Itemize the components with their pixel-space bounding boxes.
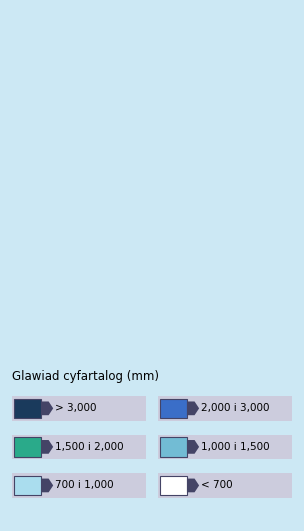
Bar	[14, 399, 41, 418]
FancyBboxPatch shape	[158, 473, 292, 498]
Polygon shape	[187, 440, 199, 454]
Text: 1,500 i 2,000: 1,500 i 2,000	[55, 442, 123, 452]
Bar	[14, 437, 41, 457]
Text: 2,000 i 3,000: 2,000 i 3,000	[201, 404, 269, 413]
Polygon shape	[41, 401, 53, 415]
FancyBboxPatch shape	[12, 473, 146, 498]
Bar	[14, 476, 41, 495]
Polygon shape	[187, 478, 199, 492]
Bar	[160, 399, 187, 418]
Bar	[160, 437, 187, 457]
FancyBboxPatch shape	[158, 396, 292, 421]
FancyBboxPatch shape	[12, 434, 146, 459]
Text: 1,000 i 1,500: 1,000 i 1,500	[201, 442, 269, 452]
Bar	[160, 476, 187, 495]
Polygon shape	[187, 401, 199, 415]
FancyBboxPatch shape	[158, 434, 292, 459]
Text: 700 i 1,000: 700 i 1,000	[55, 481, 113, 491]
Polygon shape	[41, 478, 53, 492]
Text: < 700: < 700	[201, 481, 232, 491]
Text: Glawiad cyfartalog (mm): Glawiad cyfartalog (mm)	[12, 370, 159, 383]
FancyBboxPatch shape	[12, 396, 146, 421]
Polygon shape	[41, 440, 53, 454]
Text: > 3,000: > 3,000	[55, 404, 96, 413]
